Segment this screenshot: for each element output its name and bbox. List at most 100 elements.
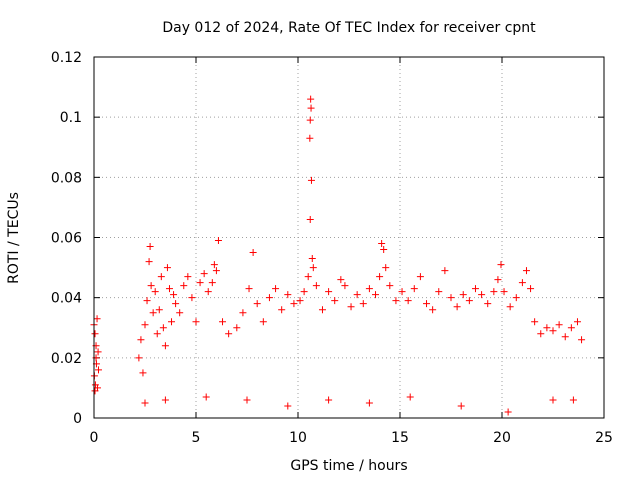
data-point	[404, 297, 412, 305]
data-point	[153, 330, 161, 338]
data-point	[149, 309, 157, 317]
x-tick-label: 5	[192, 430, 201, 446]
data-point	[212, 267, 220, 275]
data-point	[447, 294, 455, 302]
data-point	[245, 285, 253, 293]
data-point	[145, 258, 153, 266]
data-point	[91, 387, 99, 395]
data-point	[522, 267, 530, 275]
data-marks	[90, 95, 586, 416]
data-point	[494, 276, 502, 284]
data-point	[537, 330, 545, 338]
data-point	[147, 282, 155, 290]
data-point	[457, 402, 465, 410]
data-point	[170, 291, 178, 299]
data-point	[459, 291, 467, 299]
data-point	[471, 285, 479, 293]
data-point	[137, 336, 145, 344]
x-tick-label: 0	[90, 430, 99, 446]
data-point	[239, 309, 247, 317]
data-point	[325, 288, 333, 296]
data-point	[278, 306, 286, 314]
data-point	[490, 288, 498, 296]
data-point	[93, 315, 101, 323]
x-axis-label: GPS time / hours	[290, 458, 407, 474]
data-point	[307, 95, 315, 103]
data-point	[380, 246, 388, 254]
data-point	[202, 393, 210, 401]
data-point	[504, 408, 512, 416]
data-point	[506, 303, 514, 311]
y-tick-label: 0.1	[60, 110, 82, 126]
data-point	[225, 330, 233, 338]
data-point	[184, 273, 192, 281]
data-point	[341, 282, 349, 290]
data-point	[165, 285, 173, 293]
data-point	[143, 297, 151, 305]
x-tick-label: 15	[391, 430, 409, 446]
y-axis-label: ROTI / TECUs	[6, 192, 22, 284]
data-point	[306, 116, 314, 124]
data-point	[549, 327, 557, 335]
data-point	[365, 399, 373, 407]
data-point	[325, 396, 333, 404]
data-point	[284, 291, 292, 299]
data-point	[465, 297, 473, 305]
data-point	[307, 104, 315, 112]
data-point	[249, 249, 257, 257]
data-point	[200, 270, 208, 278]
chart-title: Day 012 of 2024, Rate Of TEC Index for r…	[162, 20, 536, 36]
data-point	[172, 300, 180, 308]
data-point	[410, 285, 418, 293]
data-point	[543, 324, 551, 332]
data-point	[382, 264, 390, 272]
data-point	[204, 288, 212, 296]
data-point	[392, 297, 400, 305]
data-point	[233, 324, 241, 332]
data-point	[161, 396, 169, 404]
data-point	[318, 306, 326, 314]
data-point	[135, 354, 143, 362]
data-point	[386, 282, 394, 290]
data-point	[253, 300, 261, 308]
data-point	[435, 288, 443, 296]
data-point	[180, 282, 188, 290]
data-point	[155, 306, 163, 314]
data-point	[161, 342, 169, 350]
data-point	[307, 176, 315, 184]
data-point	[188, 294, 196, 302]
x-tick-label: 25	[595, 430, 613, 446]
data-point	[337, 276, 345, 284]
data-point	[141, 399, 149, 407]
x-tick-label: 10	[289, 430, 307, 446]
data-point	[214, 237, 222, 245]
data-point	[372, 291, 380, 299]
data-point	[94, 366, 102, 374]
data-point	[91, 330, 99, 338]
data-point	[272, 285, 280, 293]
data-point	[518, 279, 526, 287]
data-point	[478, 291, 486, 299]
data-point	[453, 303, 461, 311]
data-point	[365, 285, 373, 293]
data-point	[353, 291, 361, 299]
y-tick-label: 0.08	[51, 170, 82, 186]
data-point	[163, 264, 171, 272]
data-point	[500, 288, 508, 296]
data-point	[146, 243, 154, 251]
grid-layer	[94, 57, 604, 418]
data-point	[331, 297, 339, 305]
data-point	[398, 288, 406, 296]
data-point	[306, 134, 314, 142]
data-point	[561, 333, 569, 341]
data-point	[157, 273, 165, 281]
data-point	[359, 300, 367, 308]
data-point	[192, 318, 200, 326]
data-point	[265, 294, 273, 302]
data-point	[296, 297, 304, 305]
data-point	[151, 288, 159, 296]
y-tick-label: 0.12	[51, 50, 82, 66]
data-point	[429, 306, 437, 314]
data-point	[176, 309, 184, 317]
